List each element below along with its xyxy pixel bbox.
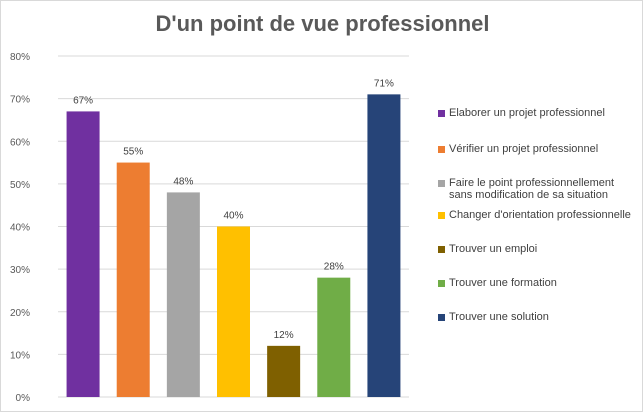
data-label: 67% <box>73 95 93 106</box>
y-tick-label: 10% <box>10 350 30 361</box>
y-tick-label: 30% <box>10 265 30 276</box>
legend-label: Trouver une formation <box>449 277 557 289</box>
bar-4 <box>217 226 250 397</box>
legend-item: Changer d'orientation professionnelle <box>438 209 634 221</box>
bar-6 <box>317 277 351 397</box>
legend-swatch <box>438 146 445 153</box>
data-label: 71% <box>374 78 394 89</box>
bar-1 <box>66 111 100 397</box>
legend-label: Vérifier un projet professionnel <box>449 143 599 155</box>
legend-label: Trouver une solution <box>449 311 549 323</box>
y-tick-label: 70% <box>10 95 30 106</box>
y-tick-label: 50% <box>10 180 30 191</box>
y-tick-label: 0% <box>16 393 31 404</box>
legend-label: Faire le point professionnellement sans … <box>449 177 615 201</box>
data-label: 55% <box>123 147 143 158</box>
legend-item: Trouver une solution <box>438 311 634 323</box>
data-label: 12% <box>274 330 294 341</box>
legend-swatch <box>438 212 445 219</box>
bar-3 <box>166 192 200 397</box>
legend-item: Trouver un emploi <box>438 243 634 255</box>
y-tick-label: 20% <box>10 308 30 319</box>
y-tick-label: 40% <box>10 223 30 234</box>
bar-7 <box>367 94 401 398</box>
legend-label: Elaborer un projet professionnel <box>449 107 605 119</box>
legend-swatch <box>438 246 445 253</box>
bar-2 <box>116 162 150 397</box>
legend-item: Elaborer un projet professionnel <box>438 107 634 119</box>
legend-label: Trouver un emploi <box>449 243 538 255</box>
data-label: 28% <box>324 262 344 273</box>
legend-swatch <box>438 110 445 117</box>
bar-5 <box>267 345 301 397</box>
legend-swatch <box>438 180 445 187</box>
legend-item: Vérifier un projet professionnel <box>438 143 634 155</box>
y-tick-label: 80% <box>10 52 30 63</box>
chart-title: D'un point de vue professionnel <box>155 11 490 36</box>
legend-swatch <box>438 280 445 287</box>
data-label: 48% <box>173 176 193 187</box>
legend-item: Trouver une formation <box>438 277 634 289</box>
legend-label: Changer d'orientation professionnelle <box>449 209 631 221</box>
data-label: 40% <box>223 211 243 222</box>
legend-swatch <box>438 314 445 321</box>
legend-item: Faire le point professionnellement sans … <box>438 177 634 201</box>
y-tick-label: 60% <box>10 137 30 148</box>
